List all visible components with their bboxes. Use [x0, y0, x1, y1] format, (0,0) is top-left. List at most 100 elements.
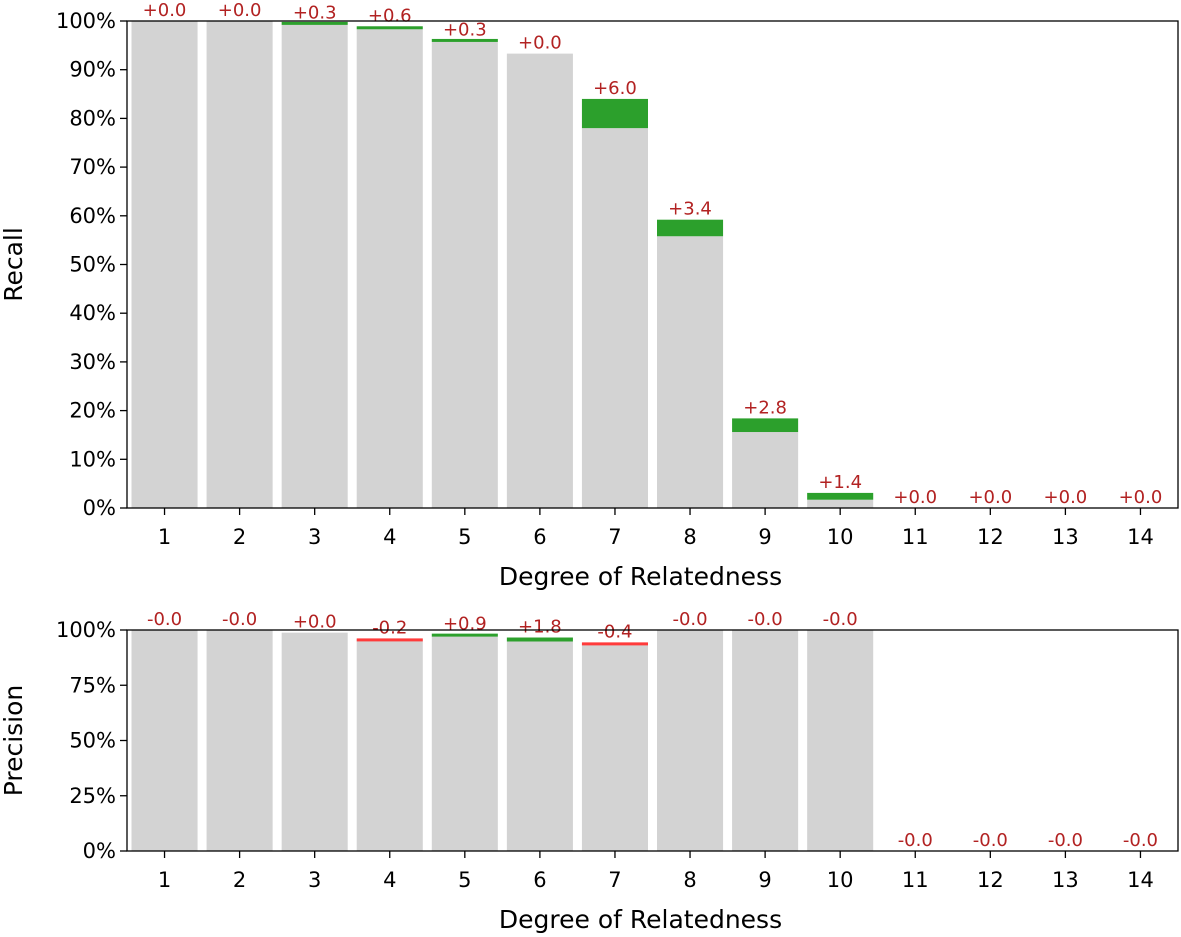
precision-annotation-7: -0.4: [597, 621, 632, 642]
recall-bar-4: [356, 29, 423, 509]
precision-ytick-label-75: 75%: [69, 673, 116, 697]
recall-bar-6: [506, 53, 573, 509]
precision-annotation-10: -0.0: [823, 609, 858, 630]
recall-gain-bar-3: [281, 21, 348, 25]
precision-xtick-label-13: 13: [1052, 868, 1079, 892]
precision-xtick-label-5: 5: [458, 868, 471, 892]
recall-ytick-label-30: 30%: [69, 350, 116, 374]
recall-gain-bar-8: [657, 219, 724, 237]
precision-annotation-14: -0.0: [1123, 830, 1158, 851]
recall-gain-bar-5: [431, 38, 498, 42]
recall-gain-bar-10: [807, 492, 874, 500]
recall-ytick-label-20: 20%: [69, 399, 116, 423]
recall-annotation-6: +0.0: [518, 33, 562, 54]
precision-annotation-11: -0.0: [898, 830, 933, 851]
recall-xtick-label-7: 7: [608, 525, 621, 549]
precision-bar-8: [657, 630, 724, 851]
precision-xlabel: Degree of Relatedness: [499, 905, 782, 934]
precision-xtick-label-6: 6: [533, 868, 546, 892]
recall-annotation-11: +0.0: [893, 487, 937, 508]
recall-gain-bar-7: [581, 98, 648, 129]
recall-xtick-label-3: 3: [308, 525, 321, 549]
recall-xtick-label-5: 5: [458, 525, 471, 549]
recall-annotation-9: +2.8: [743, 397, 787, 418]
recall-ytick-label-60: 60%: [69, 204, 116, 228]
recall-ytick-label-80: 80%: [69, 106, 116, 130]
recall-xtick-label-11: 11: [902, 525, 929, 549]
recall-bar-8: [657, 236, 724, 508]
recall-annotation-14: +0.0: [1119, 487, 1163, 508]
precision-ylabel: Precision: [0, 685, 28, 797]
recall-bar-7: [581, 128, 648, 508]
recall-xtick-label-12: 12: [977, 525, 1004, 549]
precision-ytick-label-100: 100%: [56, 618, 116, 642]
recall-gain-bar-9: [732, 418, 799, 433]
precision-annotation-9: -0.0: [748, 609, 783, 630]
recall-bar-5: [431, 41, 498, 508]
recall-ytick-label-40: 40%: [69, 301, 116, 325]
recall-xlabel: Degree of Relatedness: [499, 562, 782, 591]
precision-bar-9: [732, 630, 799, 851]
recall-xtick-label-8: 8: [683, 525, 696, 549]
precision-xtick-label-4: 4: [383, 868, 396, 892]
precision-loss-bar-4: [356, 638, 423, 642]
recall-annotation-8: +3.4: [668, 199, 712, 220]
precision-xtick-label-2: 2: [233, 868, 246, 892]
recall-bar-10: [807, 499, 874, 508]
precision-bar-6: [506, 641, 573, 851]
precision-annotation-13: -0.0: [1048, 830, 1083, 851]
recall-annotation-7: +6.0: [593, 78, 637, 99]
recall-ytick-label-0: 0%: [83, 496, 116, 520]
recall-annotation-1: +0.0: [143, 0, 187, 21]
recall-bar-2: [206, 21, 273, 508]
precision-ytick-label-25: 25%: [69, 784, 116, 808]
precision-xtick-label-11: 11: [902, 868, 929, 892]
precision-bar-7: [581, 643, 648, 851]
precision-xtick-label-9: 9: [758, 868, 771, 892]
recall-bar-3: [281, 24, 348, 509]
precision-annotation-4: -0.2: [372, 617, 407, 638]
precision-ytick-label-0: 0%: [83, 839, 116, 863]
precision-annotation-8: -0.0: [672, 609, 707, 630]
recall-xtick-label-4: 4: [383, 525, 396, 549]
precision-annotation-5: +0.9: [443, 614, 487, 635]
recall-ytick-label-10: 10%: [69, 447, 116, 471]
precision-xtick-label-8: 8: [683, 868, 696, 892]
recall-annotation-10: +1.4: [818, 472, 862, 493]
precision-loss-bar-7: [581, 642, 648, 646]
recall-annotation-5: +0.3: [443, 19, 487, 40]
recall-xtick-label-10: 10: [827, 525, 854, 549]
precision-annotation-3: +0.0: [293, 612, 337, 633]
precision-xtick-label-12: 12: [977, 868, 1004, 892]
precision-chart: -0.0 -0.0 +0.0 -0.2 +0.9 +1.8 -0.4 -0.0 -0.0 -0.0…: [0, 609, 1179, 934]
precision-bar-10: [807, 630, 874, 851]
precision-bar-1: [131, 630, 198, 851]
recall-xtick-label-9: 9: [758, 525, 771, 549]
precision-annotation-1: -0.0: [147, 609, 182, 630]
recall-xtick-label-2: 2: [233, 525, 246, 549]
precision-bar-3: [281, 632, 348, 851]
precision-xtick-label-1: 1: [158, 868, 171, 892]
precision-xtick-label-3: 3: [308, 868, 321, 892]
precision-annotation-2: -0.0: [222, 609, 257, 630]
recall-xtick-label-6: 6: [533, 525, 546, 549]
recall-ylabel: Recall: [0, 227, 28, 302]
precision-ytick-label-50: 50%: [69, 729, 116, 753]
recall-annotation-2: +0.0: [218, 0, 262, 21]
recall-bar-1: [131, 21, 198, 508]
recall-ytick-label-90: 90%: [69, 58, 116, 82]
precision-gain-bar-5: [431, 633, 498, 637]
recall-annotation-12: +0.0: [968, 487, 1012, 508]
recall-ytick-label-70: 70%: [69, 155, 116, 179]
recall-chart: +0.0 +0.0 +0.3 +0.6 +0.3 +0.0 +6.0 +3.4 +2.8 +1.4…: [0, 0, 1179, 591]
recall-bar-9: [732, 432, 799, 508]
recall-xtick-label-1: 1: [158, 525, 171, 549]
precision-xtick-label-10: 10: [827, 868, 854, 892]
recall-xtick-label-13: 13: [1052, 525, 1079, 549]
recall-annotation-13: +0.0: [1044, 487, 1088, 508]
precision-xtick-label-14: 14: [1127, 868, 1154, 892]
recall-xtick-label-14: 14: [1127, 525, 1154, 549]
precision-annotation-12: -0.0: [973, 830, 1008, 851]
recall-annotation-4: +0.6: [368, 5, 412, 26]
